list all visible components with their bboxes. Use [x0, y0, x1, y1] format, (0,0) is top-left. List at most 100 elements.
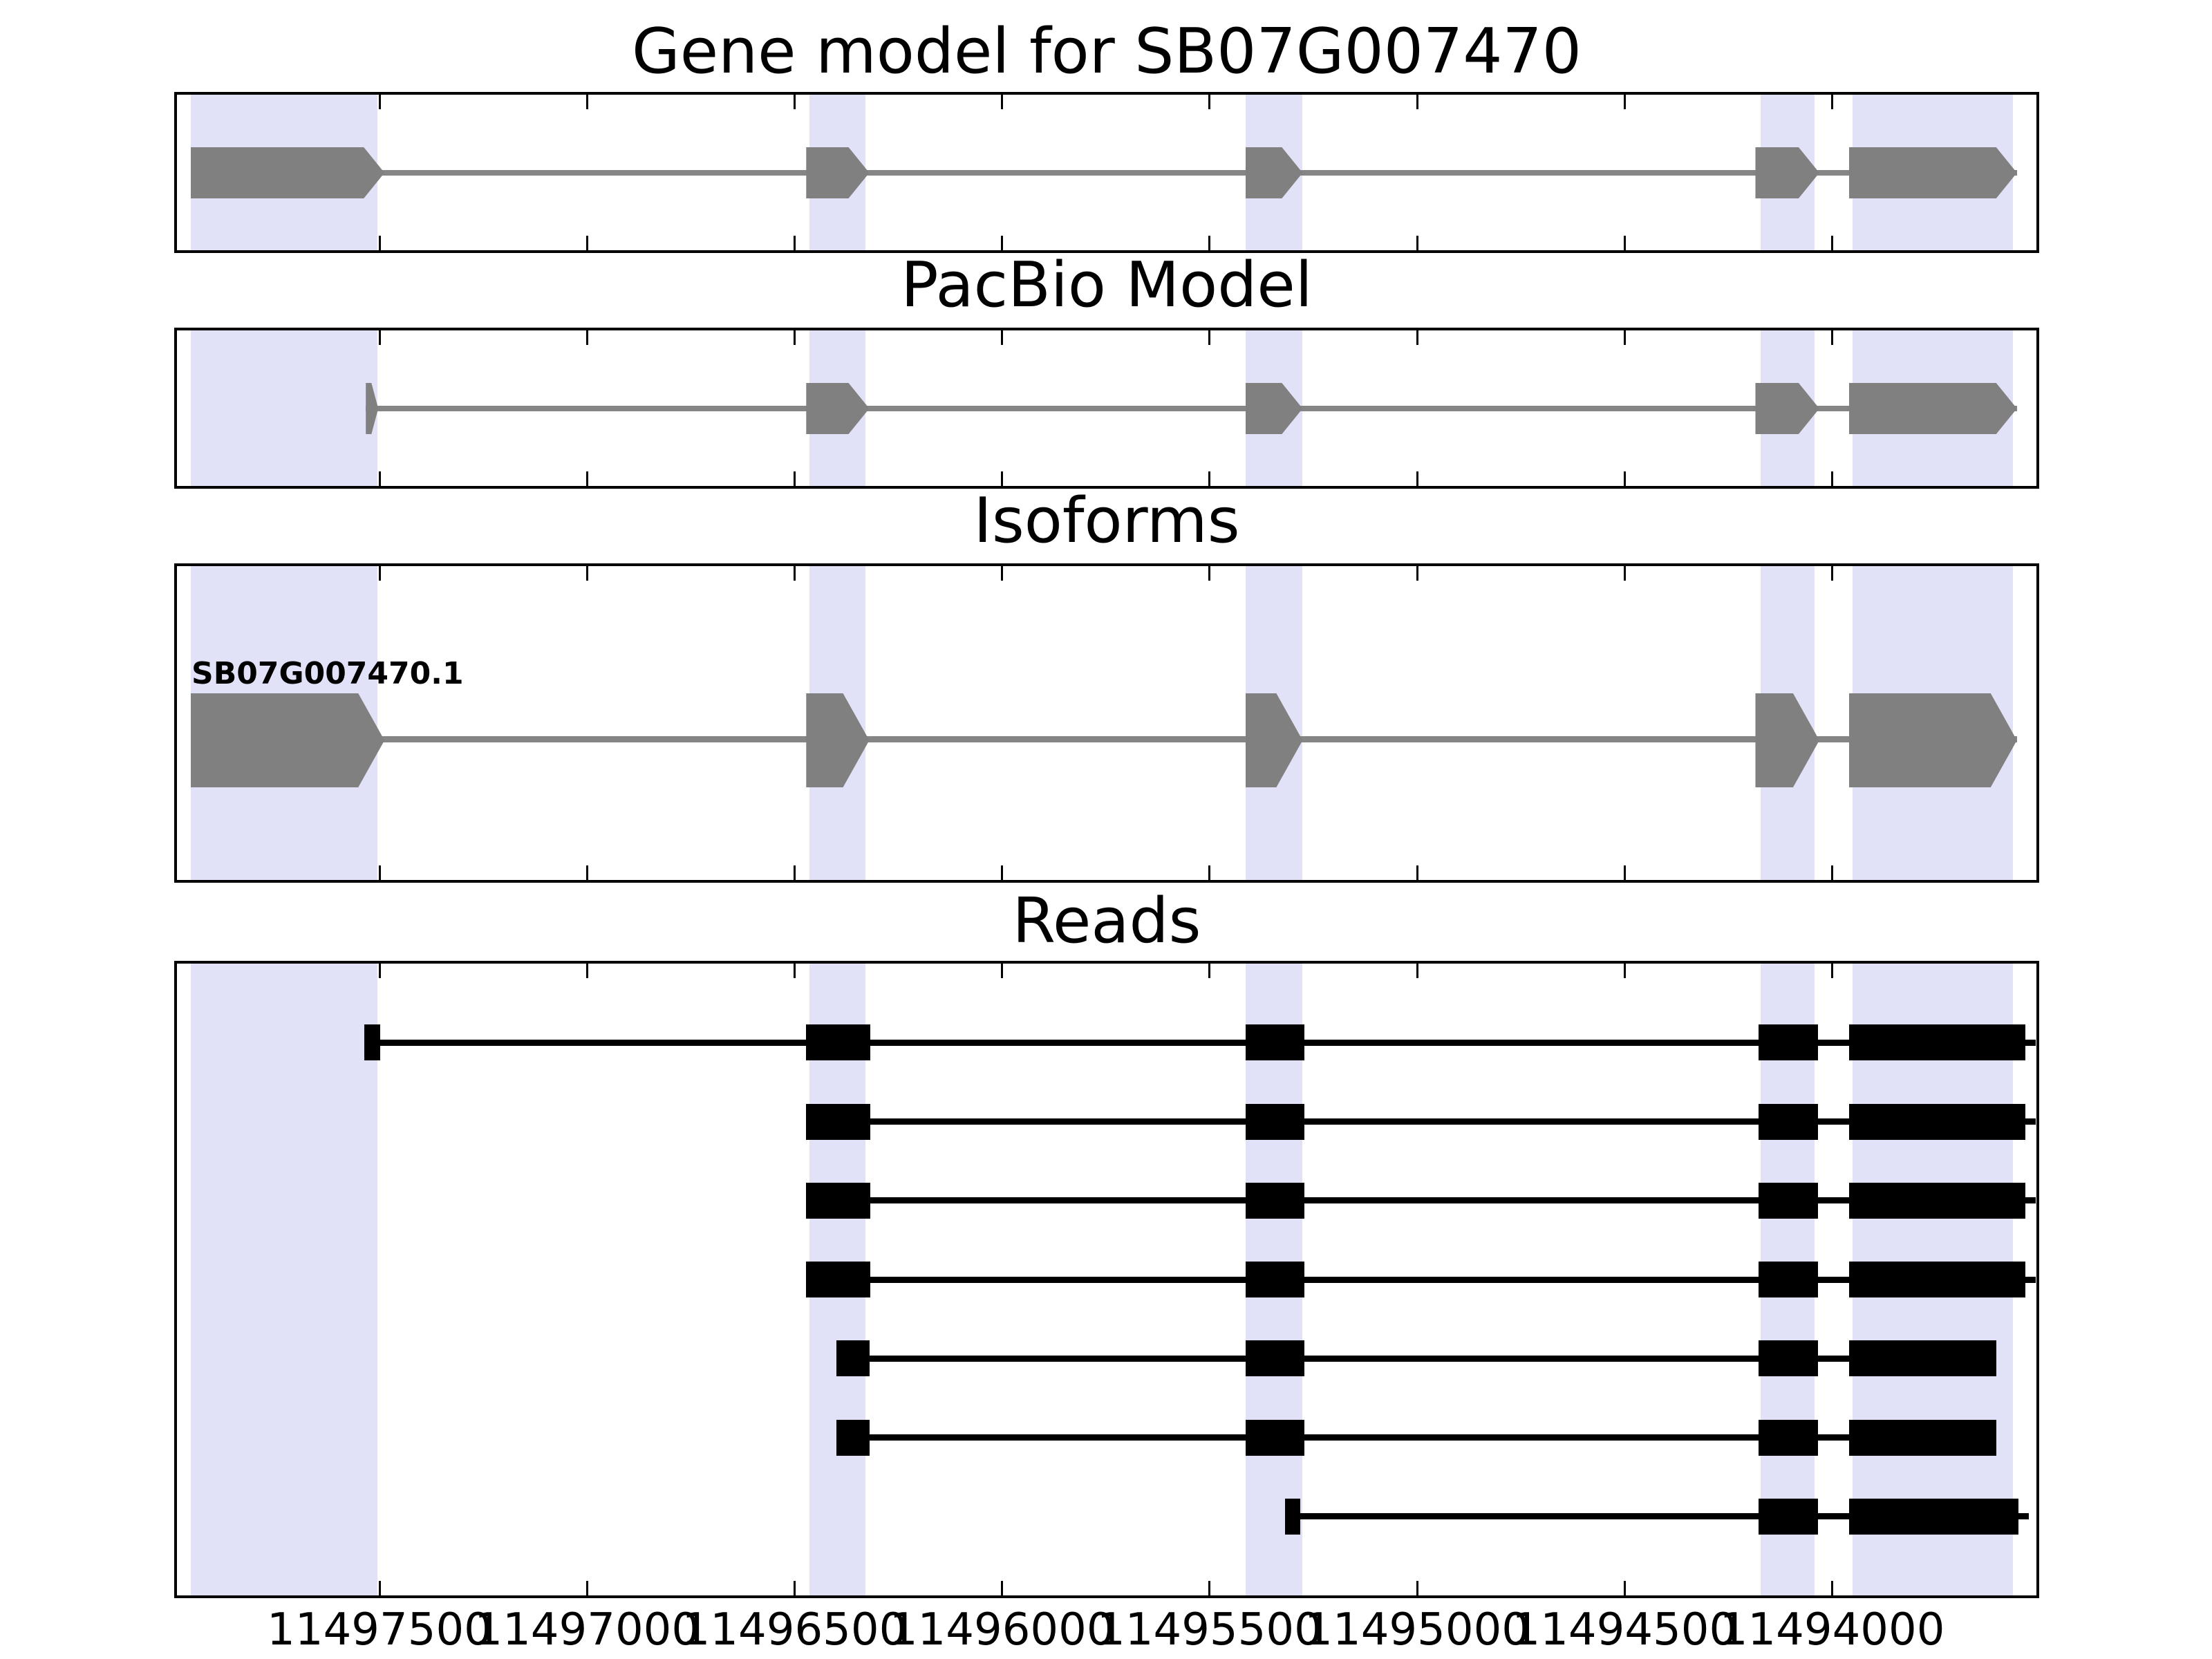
- read-exon-block: [1848, 1340, 1996, 1377]
- read-exon-block: [806, 1262, 871, 1297]
- axis-tick: [1831, 471, 1834, 486]
- axis-tick: [1001, 330, 1004, 345]
- axis-tick: [585, 95, 588, 109]
- read-exon-block: [806, 1024, 871, 1061]
- axis-tick: [1831, 964, 1834, 978]
- transcript-exon-arrow: [190, 147, 385, 198]
- axis-tick: [1831, 865, 1834, 880]
- axis-tick: [1208, 1581, 1211, 1595]
- read-exon-block: [806, 1182, 871, 1219]
- panel-isoforms: SB07G007470.1: [174, 563, 2039, 883]
- axis-tick: [793, 566, 796, 581]
- transcript-exon-arrow: [1848, 383, 2017, 434]
- axis-tick: [1416, 330, 1418, 345]
- axis-tick: [378, 330, 381, 345]
- read-line: [836, 1434, 1996, 1441]
- axis-tick: [1416, 236, 1418, 250]
- read-exon-block: [806, 1103, 871, 1140]
- panel-title-isoforms: Isoforms: [973, 485, 1240, 557]
- read-line: [806, 1118, 2036, 1125]
- axis-tick: [1416, 471, 1418, 486]
- axis-tick: [1208, 236, 1211, 250]
- axis-tick: [1001, 471, 1004, 486]
- axis-tick: [1623, 330, 1626, 345]
- axis-tick: [1416, 865, 1418, 880]
- read-exon-block: [1848, 1024, 2025, 1061]
- axis-tick: [1208, 471, 1211, 486]
- highlight-band: [190, 330, 377, 486]
- read-exon-block: [1758, 1024, 1818, 1061]
- axis-tick: [1001, 1581, 1004, 1595]
- read-exon-block: [836, 1419, 870, 1456]
- axis-tick: [793, 95, 796, 109]
- read-line: [836, 1355, 1996, 1362]
- axis-tick: [1623, 566, 1626, 581]
- read-line: [364, 1039, 2036, 1046]
- axis-tick: [378, 566, 381, 581]
- axis-tick: [585, 964, 588, 978]
- axis-tick: [1623, 1581, 1626, 1595]
- x-axis-tick-label: 11497500: [267, 1604, 492, 1656]
- axis-tick: [1001, 964, 1004, 978]
- transcript-exon-arrow: [190, 693, 385, 787]
- highlight-band: [190, 964, 377, 1595]
- axis-tick: [585, 1581, 588, 1595]
- axis-tick: [378, 865, 381, 880]
- axis-tick: [585, 566, 588, 581]
- axis-tick: [1623, 471, 1626, 486]
- read-exon-block: [1245, 1182, 1305, 1219]
- transcript-intron-line: [190, 170, 2017, 176]
- axis-tick: [378, 964, 381, 978]
- x-axis-tick-label: 11496000: [889, 1604, 1115, 1656]
- read-exon-block: [1245, 1103, 1305, 1140]
- x-axis-tick-label: 11496500: [682, 1604, 908, 1656]
- axis-tick: [1416, 964, 1418, 978]
- read-line: [806, 1197, 2036, 1204]
- read-exon-block: [1758, 1262, 1818, 1297]
- panel-reads: [174, 961, 2039, 1598]
- axis-tick: [378, 95, 381, 109]
- read-exon-block: [1758, 1182, 1818, 1219]
- axis-tick: [793, 330, 796, 345]
- axis-tick: [1208, 865, 1211, 880]
- axis-tick: [1208, 566, 1211, 581]
- panel-title-reads: Reads: [1012, 885, 1201, 957]
- axis-tick: [1208, 330, 1211, 345]
- axis-tick: [1001, 236, 1004, 250]
- panel-title-gene-model: Gene model for SB07G007470: [631, 15, 1582, 88]
- read-exon-block: [1758, 1340, 1818, 1377]
- axis-tick: [793, 865, 796, 880]
- read-exon-block: [1245, 1340, 1305, 1377]
- axis-tick: [1001, 865, 1004, 880]
- axis-tick: [585, 471, 588, 486]
- read-exon-block: [1848, 1262, 2025, 1297]
- axis-tick: [1623, 964, 1626, 978]
- read-exon-block: [1848, 1419, 1996, 1456]
- axis-tick: [793, 1581, 796, 1595]
- axis-tick: [793, 964, 796, 978]
- axis-tick: [378, 236, 381, 250]
- axis-tick: [1623, 95, 1626, 109]
- axis-tick: [1208, 964, 1211, 978]
- axis-tick: [1208, 95, 1211, 109]
- x-axis-tick-label: 11497000: [474, 1604, 700, 1656]
- transcript-exon-arrow: [1848, 147, 2017, 198]
- axis-tick: [1623, 236, 1626, 250]
- axis-tick: [585, 236, 588, 250]
- axis-tick: [1001, 95, 1004, 109]
- axis-tick: [1831, 330, 1834, 345]
- x-axis-tick-label: 11494500: [1512, 1604, 1738, 1656]
- axis-tick: [378, 1581, 381, 1595]
- axis-tick: [1831, 566, 1834, 581]
- axis-tick: [1001, 566, 1004, 581]
- read-exon-block: [1245, 1024, 1305, 1061]
- transcript-intron-line: [366, 406, 2017, 411]
- panel-gene-model: [174, 92, 2039, 253]
- transcript-exon-arrow: [1848, 693, 2017, 787]
- axis-tick: [585, 865, 588, 880]
- x-axis-tick-label: 11495500: [1097, 1604, 1322, 1656]
- read-exon-block: [1848, 1182, 2025, 1219]
- read-exon-block: [1245, 1419, 1305, 1456]
- axis-tick: [378, 471, 381, 486]
